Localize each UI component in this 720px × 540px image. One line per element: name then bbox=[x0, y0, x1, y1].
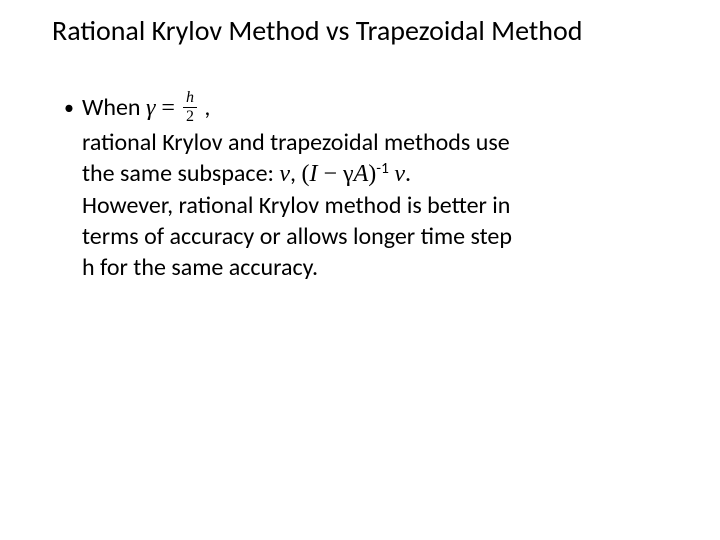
body-line-2: rational Krylov and trapezoidal methods … bbox=[82, 127, 664, 158]
bullet-item: • When γ = h2 , rational Krylov and trap… bbox=[64, 92, 664, 284]
slide-body: • When γ = h2 , rational Krylov and trap… bbox=[36, 92, 684, 284]
math-exponent: -1 bbox=[376, 159, 389, 178]
body-line-3: the same subspace: v, (I − γA)-1 v. bbox=[82, 158, 664, 190]
body-line-4: However, rational Krylov method is bette… bbox=[82, 190, 664, 221]
frac-denominator: 2 bbox=[183, 108, 197, 125]
math-gamma2: γ bbox=[343, 161, 354, 187]
math-fraction: h2 bbox=[183, 90, 197, 125]
frac-numerator: h bbox=[183, 90, 197, 108]
text-period: . bbox=[405, 159, 411, 188]
slide-title: Rational Krylov Method vs Trapezoidal Me… bbox=[36, 14, 684, 48]
bullet-text: When γ = h2 , rational Krylov and trapez… bbox=[82, 92, 664, 284]
math-v1: v bbox=[279, 161, 290, 187]
bullet-marker: • bbox=[64, 92, 82, 122]
math-v2: v bbox=[394, 161, 405, 187]
math-A: A bbox=[354, 161, 369, 187]
slide: Rational Krylov Method vs Trapezoidal Me… bbox=[0, 0, 720, 540]
text-when: When bbox=[82, 93, 146, 122]
body-line-1: When γ = h2 , bbox=[82, 92, 664, 127]
body-line-5: terms of accuracy or allows longer time … bbox=[82, 221, 664, 252]
text-list-comma: , bbox=[290, 159, 301, 188]
text-subspace: the same subspace: bbox=[82, 159, 279, 188]
math-eq: = bbox=[155, 95, 181, 121]
body-line-6: h for the same accuracy. bbox=[82, 252, 664, 283]
math-gamma: γ bbox=[146, 95, 155, 121]
text-comma: , bbox=[199, 93, 210, 122]
math-minus: − bbox=[317, 161, 343, 187]
